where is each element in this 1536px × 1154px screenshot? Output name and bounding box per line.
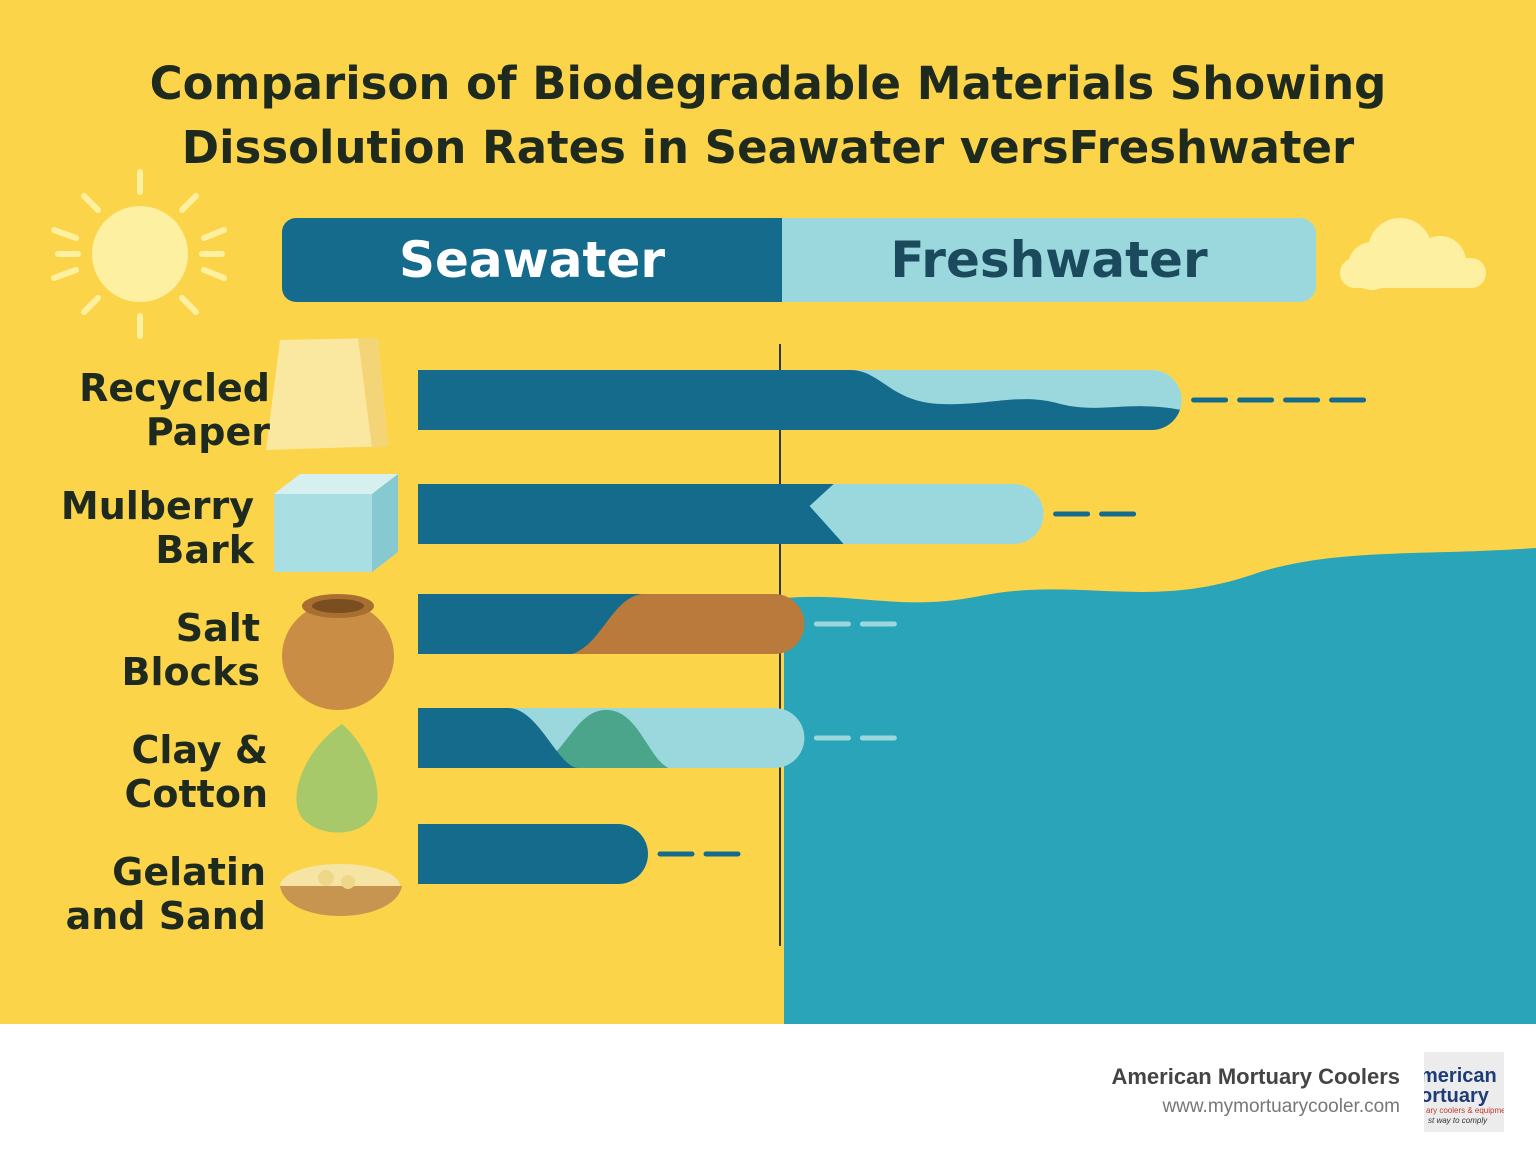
category-label-line: Gelatin	[112, 850, 266, 894]
sun-icon	[51, 169, 227, 339]
bar-segment-seawater	[418, 594, 642, 654]
chart-title: Comparison of Biodegradable Materials Sh…	[0, 52, 1536, 180]
logo-line: ortuary	[1424, 1085, 1489, 1107]
legend-label-seawater: Seawater	[398, 231, 666, 289]
logo-line: merican	[1424, 1065, 1497, 1087]
brand-logo: merican ortuary ary coolers & equipment …	[1424, 1052, 1504, 1132]
paper-block-icon	[266, 338, 388, 450]
category-label-salt-blocks: Salt Blocks	[0, 606, 260, 694]
bar-segment-seawater	[418, 484, 844, 544]
chart-canvas	[0, 0, 1536, 1024]
category-label-line: Clay &	[131, 728, 268, 772]
category-label-line: Paper	[145, 410, 270, 454]
category-label-line: Blocks	[121, 650, 260, 694]
sand-bowl-icon	[280, 864, 402, 916]
chart-title-line-1: Comparison of Biodegradable Materials Sh…	[149, 57, 1387, 110]
bar-segment-seawater	[418, 370, 1182, 430]
category-label-gelatin-sand: Gelatin and Sand	[6, 850, 266, 938]
legend-seawater	[282, 218, 782, 302]
clay-pot-icon	[282, 594, 394, 710]
green-egg-icon	[296, 724, 378, 833]
category-label-line: Recycled	[79, 366, 270, 410]
category-label-line: Salt	[175, 606, 260, 650]
legend-freshwater	[782, 218, 1316, 302]
brand-block: American Mortuary Coolers www.mymortuary…	[1111, 1062, 1400, 1122]
water-area	[784, 548, 1536, 1024]
brand-name: American Mortuary Coolers	[1111, 1064, 1400, 1089]
logo-line: st way to comply	[1428, 1116, 1488, 1125]
category-label-mulberry-bark: Mulberry Bark	[0, 484, 254, 572]
category-label-line: and Sand	[65, 894, 266, 938]
bar-segment-seawater	[418, 708, 579, 768]
bars-group	[418, 370, 1367, 884]
brand-url[interactable]: www.mymortuarycooler.com	[1162, 1096, 1400, 1117]
bar-gelatin-sand	[418, 824, 648, 884]
category-label-line: Cotton	[124, 772, 268, 816]
category-label-clay-cotton: Clay & Cotton	[8, 728, 268, 816]
legend-label-freshwater: Freshwater	[890, 231, 1208, 289]
category-label-line: Bark	[155, 528, 254, 572]
chart-title-line-2: Dissolution Rates in Seawater versFreshw…	[181, 121, 1355, 174]
category-label-line: Mulberry	[60, 484, 254, 528]
cloud-icon	[1340, 218, 1486, 290]
legend-header	[282, 218, 1316, 302]
category-label-recycled-paper: Recycled Paper	[10, 366, 270, 454]
logo-line: ary coolers & equipment	[1426, 1106, 1504, 1115]
bark-cube-icon	[274, 474, 398, 572]
bar-segment-mix	[538, 709, 669, 768]
footer	[0, 1024, 1536, 1154]
